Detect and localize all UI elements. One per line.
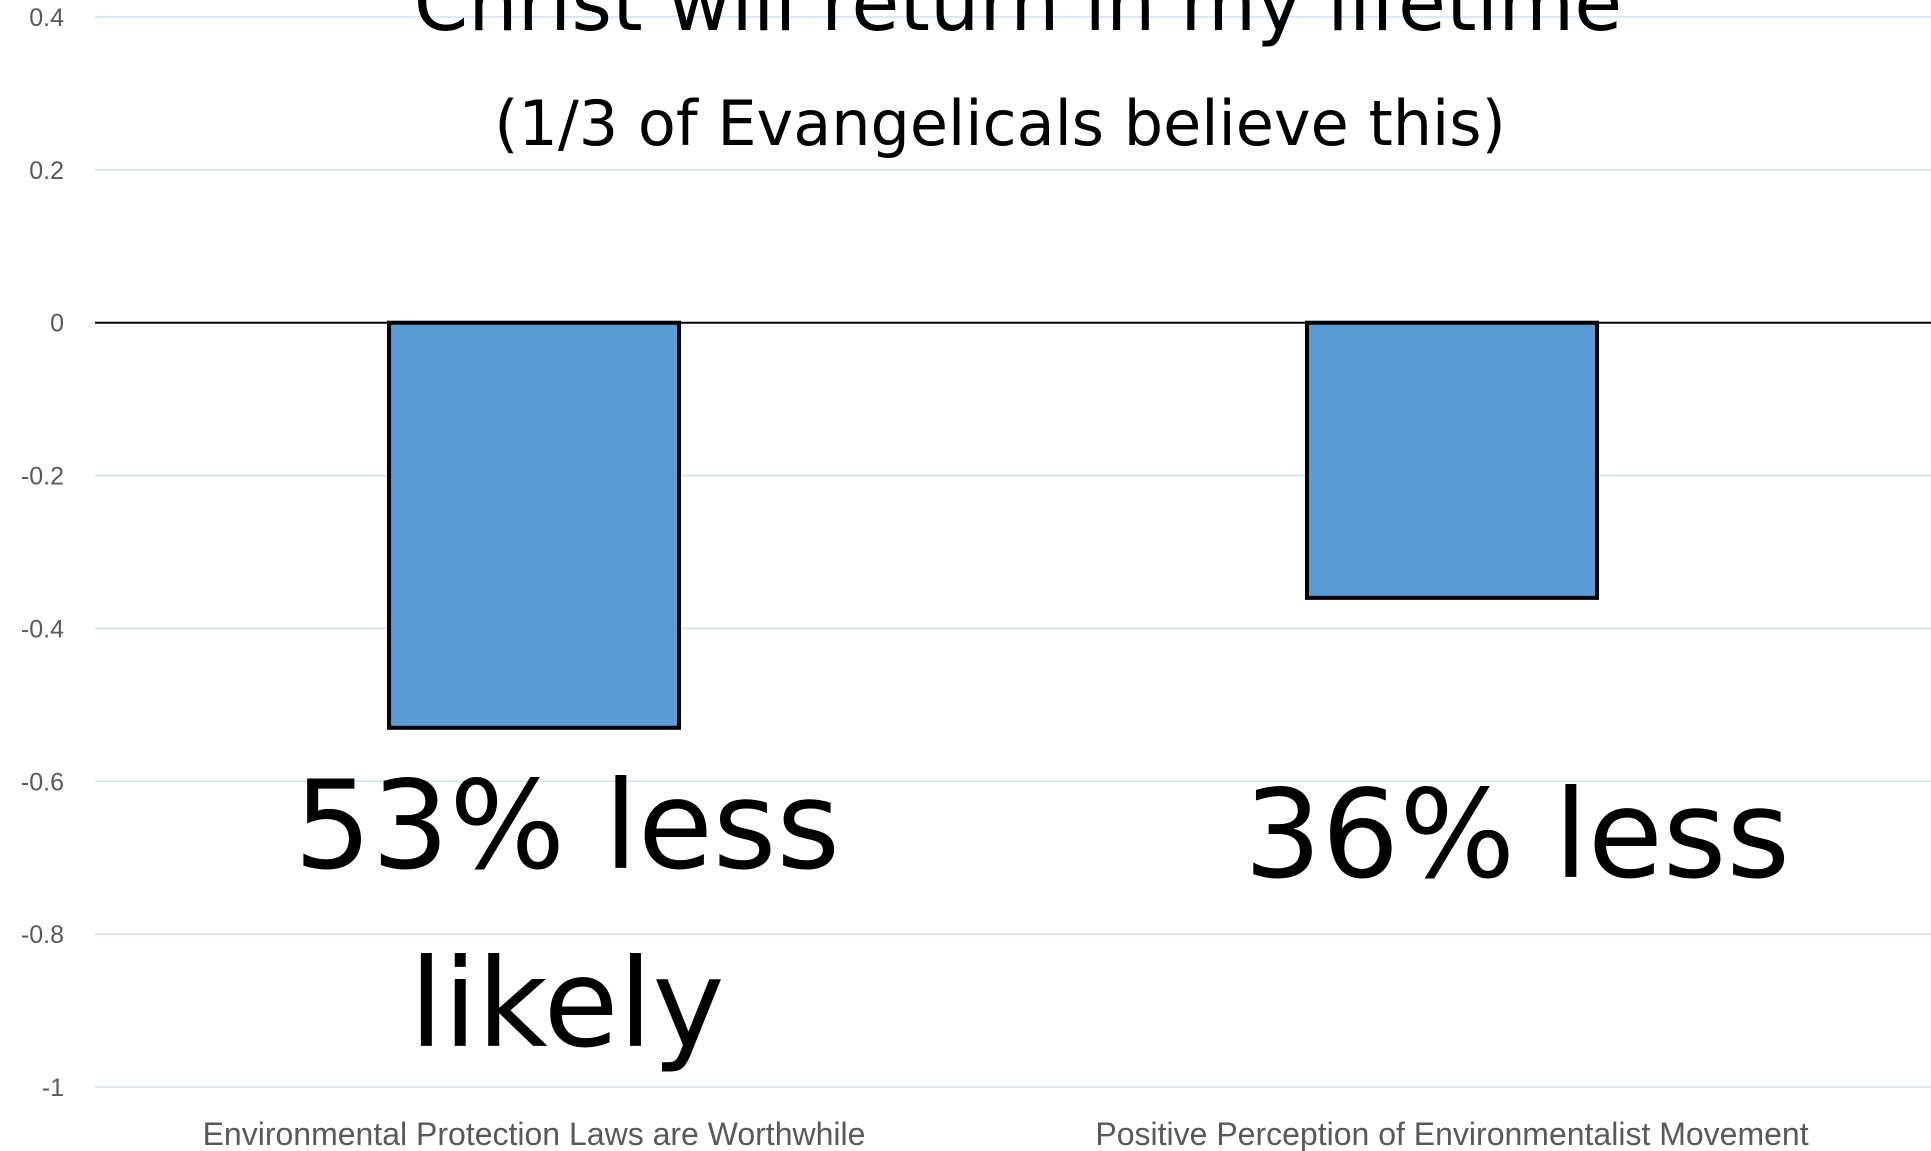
- bar-annotation-line: 36% less: [1244, 764, 1790, 906]
- chart-title: Christ will return in my lifetime: [414, 0, 1622, 49]
- x-category-label: Positive Perception of Environmentalist …: [1095, 1116, 1808, 1151]
- y-tick-label: -0.4: [21, 615, 64, 643]
- y-axis-tick-labels: 0.4 0.2 0 -0.2 -0.4 -0.6 -0.8 -1: [21, 4, 64, 1102]
- bar-annotation-line: likely: [409, 933, 724, 1075]
- x-axis-category-labels: Environmental Protection Laws are Worthw…: [203, 1116, 1809, 1151]
- y-tick-label: -1: [42, 1074, 64, 1102]
- bar: [1305, 320, 1599, 600]
- bar-annotations: 53% less likely 36% less: [294, 755, 1790, 1075]
- bar-annotation-line: 53% less: [294, 755, 840, 897]
- bar: [387, 320, 681, 730]
- x-category-label: Environmental Protection Laws are Worthw…: [203, 1116, 866, 1151]
- bars: [387, 320, 1599, 730]
- chart-title-area: Christ will return in my lifetime (1/3 o…: [414, 0, 1622, 160]
- y-tick-label: 0: [50, 310, 64, 338]
- y-tick-label: 0.4: [29, 4, 64, 32]
- y-tick-label: 0.2: [29, 157, 64, 185]
- y-tick-label: -0.2: [21, 463, 64, 491]
- gridlines: [95, 16, 1931, 1088]
- y-tick-label: -0.6: [21, 768, 64, 796]
- chart-subtitle: (1/3 of Evangelicals believe this): [494, 87, 1506, 160]
- y-tick-label: -0.8: [21, 921, 64, 949]
